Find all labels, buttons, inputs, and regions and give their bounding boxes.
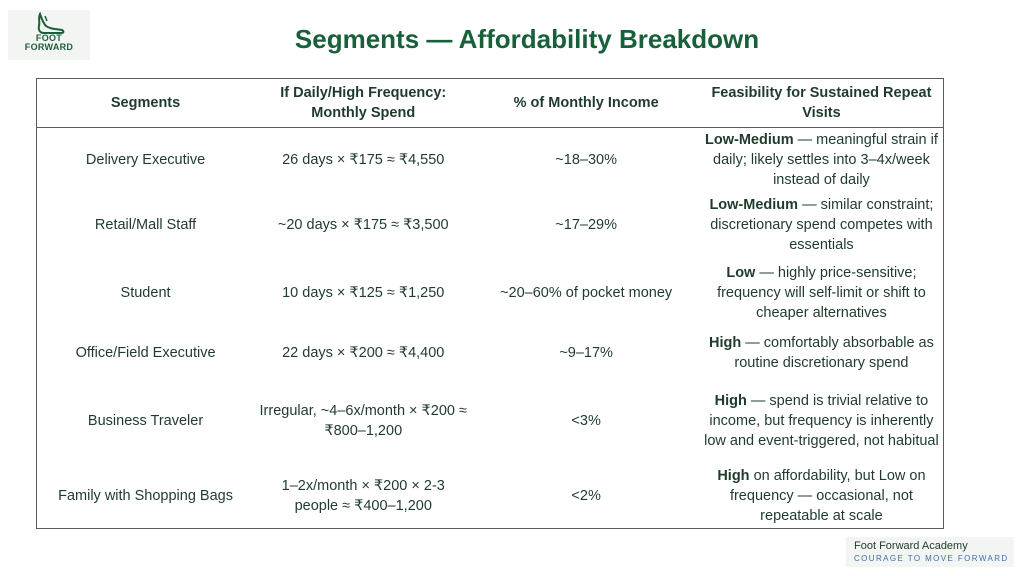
feasibility-text: — similar constraint; discretionary spen… bbox=[710, 197, 934, 253]
spend-cell: 10 days × ₹125 ≈ ₹1,250 bbox=[282, 285, 445, 301]
table-header-row: Segments If Daily/High Frequency: Monthl… bbox=[36, 78, 944, 128]
feasibility-text: — meaningful strain if daily; likely set… bbox=[713, 132, 938, 188]
logo: FOOT FORWARD bbox=[8, 10, 90, 60]
logo-text-line2: FORWARD bbox=[24, 42, 74, 52]
table-row: Retail/Mall Staff ~20 days × ₹175 ≈ ₹3,5… bbox=[37, 192, 944, 258]
income-cell: ~20–60% of pocket money bbox=[500, 285, 673, 301]
academy-tagline: COURAGE TO MOVE FORWARD bbox=[854, 554, 1009, 563]
income-cell: ~18–30% bbox=[555, 152, 617, 168]
header-monthly-spend: If Daily/High Frequency: Monthly Spend bbox=[254, 78, 473, 128]
table-row: Business Traveler Irregular, ~4–6x/month… bbox=[37, 378, 944, 464]
feasibility-text: on affordability, but Low on frequency —… bbox=[729, 468, 926, 524]
header-segments: Segments bbox=[36, 78, 255, 128]
logo-text-line1: FOOT bbox=[35, 33, 63, 43]
feasibility-cell: Low — highly price-sensitive; frequency … bbox=[700, 258, 944, 328]
income-cell: ~17–29% bbox=[555, 217, 617, 233]
header-income-share: % of Monthly Income bbox=[472, 78, 700, 128]
segment-cell: Delivery Executive bbox=[85, 152, 206, 168]
feasibility-cell: Low-Medium — similar constraint; discret… bbox=[700, 192, 944, 258]
income-cell: ~9–17% bbox=[559, 345, 613, 361]
feasibility-text: — highly price-sensitive; frequency will… bbox=[717, 265, 926, 321]
affordability-table: Segments If Daily/High Frequency: Monthl… bbox=[36, 78, 944, 529]
feasibility-cell: Low-Medium — meaningful strain if daily;… bbox=[700, 128, 944, 193]
spend-cell: 26 days × ₹175 ≈ ₹4,550 bbox=[282, 152, 445, 168]
income-cell: <2% bbox=[571, 488, 601, 504]
feasibility-level: Low-Medium bbox=[709, 197, 799, 213]
spend-cell: ~20 days × ₹175 ≈ ₹3,500 bbox=[277, 217, 449, 233]
segment-cell: Office/Field Executive bbox=[75, 345, 216, 361]
foot-icon bbox=[37, 12, 65, 34]
segment-cell: Student bbox=[120, 285, 171, 301]
spend-cell: Irregular, ~4–6x/month × ₹200 ≈ ₹800–1,2… bbox=[259, 403, 467, 439]
academy-name: Foot Forward Academy bbox=[854, 540, 968, 552]
feasibility-level: Low-Medium bbox=[705, 132, 794, 148]
segment-cell: Business Traveler bbox=[87, 413, 204, 429]
page-title: Segments — Affordability Breakdown bbox=[294, 24, 760, 54]
segment-cell: Family with Shopping Bags bbox=[58, 488, 233, 504]
table-row: Student 10 days × ₹125 ≈ ₹1,250 ~20–60% … bbox=[37, 258, 944, 328]
feasibility-text: — spend is trivial relative to income, b… bbox=[704, 393, 939, 449]
feasibility-cell: High — spend is trivial relative to inco… bbox=[700, 378, 944, 464]
spend-cell: 22 days × ₹200 ≈ ₹4,400 bbox=[282, 345, 445, 361]
feasibility-level: Low bbox=[726, 265, 756, 281]
feasibility-level: High bbox=[714, 393, 747, 409]
feasibility-level: High bbox=[709, 335, 742, 351]
header-feasibility: Feasibility for Sustained Repeat Visits bbox=[699, 78, 944, 128]
spend-cell: 1–2x/month × ₹200 × 2-3 people ≈ ₹400–1,… bbox=[281, 478, 445, 514]
feasibility-cell: High — comfortably absorbable as routine… bbox=[700, 328, 944, 378]
table-row: Family with Shopping Bags 1–2x/month × ₹… bbox=[37, 464, 944, 529]
feasibility-text: — comfortably absorbable as routine disc… bbox=[734, 335, 934, 371]
segment-cell: Retail/Mall Staff bbox=[94, 217, 197, 233]
table-row: Delivery Executive 26 days × ₹175 ≈ ₹4,5… bbox=[37, 128, 944, 193]
feasibility-cell: High on affordability, but Low on freque… bbox=[700, 464, 944, 529]
academy-badge: Foot Forward Academy COURAGE TO MOVE FOR… bbox=[846, 537, 1014, 567]
table-row: Office/Field Executive 22 days × ₹200 ≈ … bbox=[37, 328, 944, 378]
feasibility-level: High bbox=[717, 468, 750, 484]
income-cell: <3% bbox=[571, 413, 601, 429]
